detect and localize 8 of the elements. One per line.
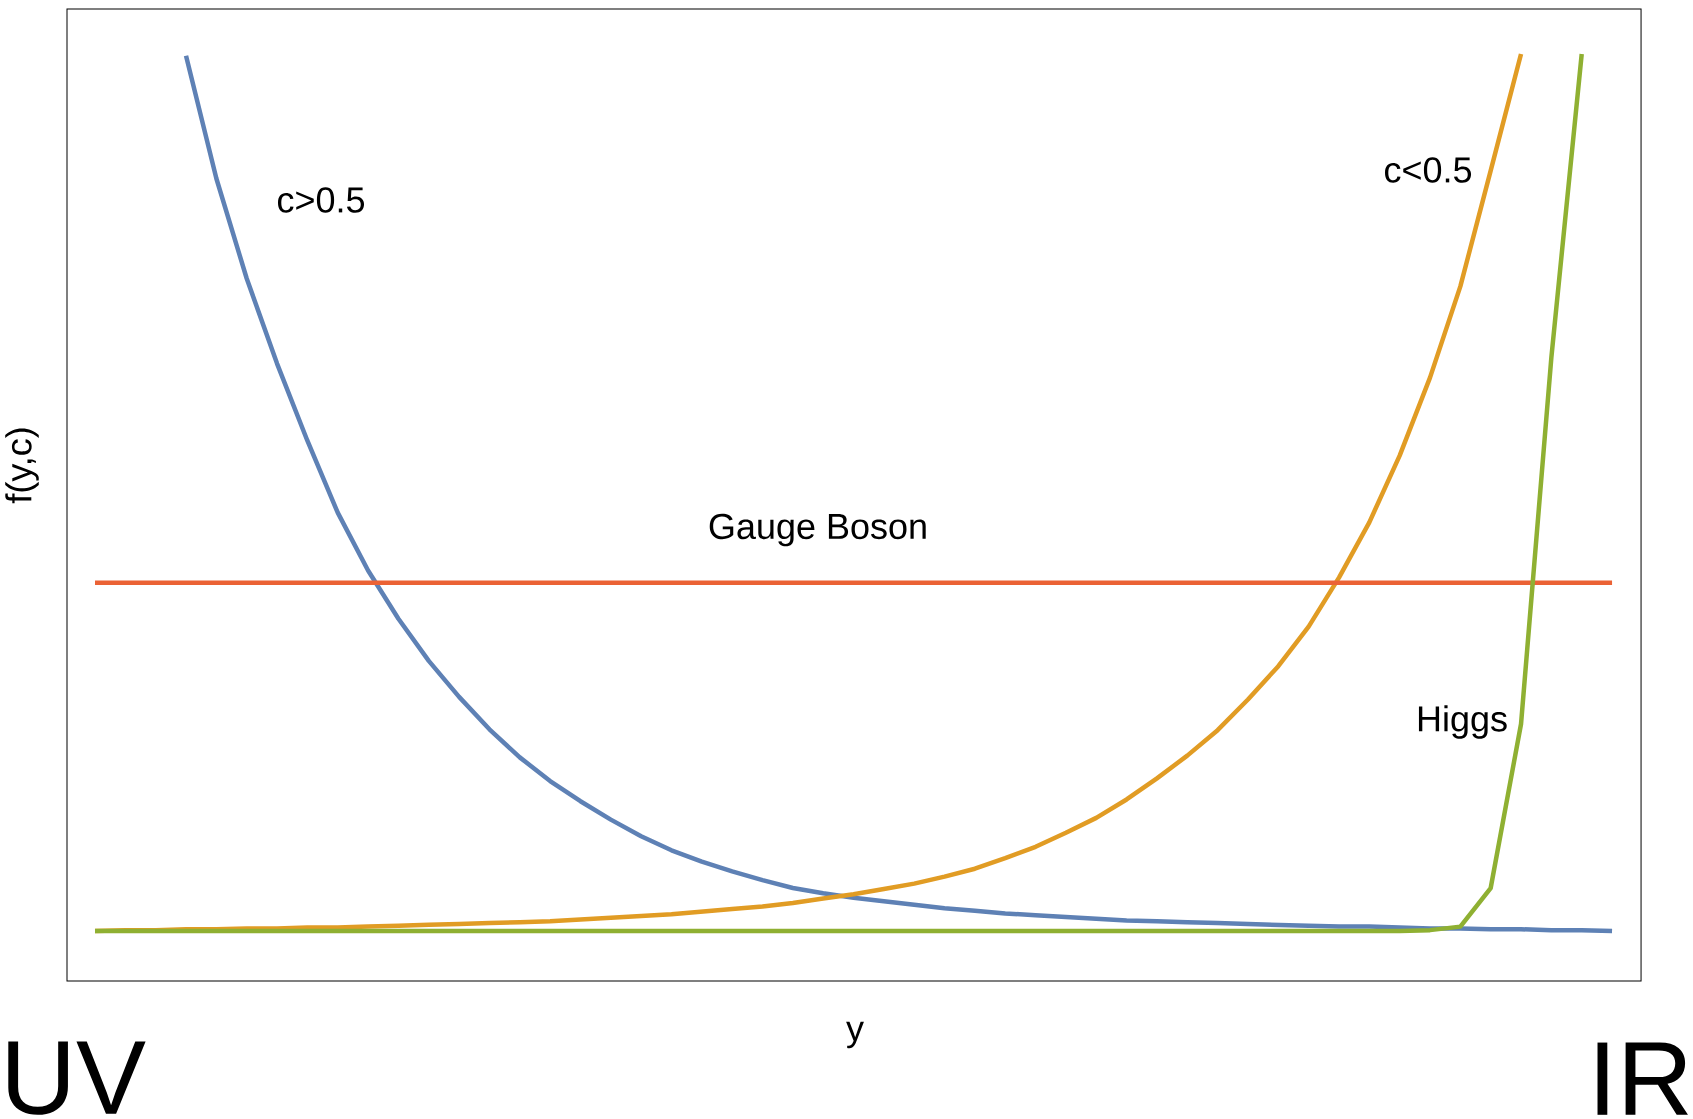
- series-label: Gauge Boson: [709, 513, 926, 547]
- series-label: c<0.5: [1385, 157, 1472, 183]
- x-axis-title: y: [846, 1021, 864, 1049]
- text: IR: [1597, 1042, 1688, 1115]
- series-label: c>0.5: [277, 187, 365, 213]
- text: UV: [8, 1041, 146, 1115]
- series-label: Higgs: [1418, 705, 1507, 739]
- y-axis-title: f(y,c): [5, 428, 39, 504]
